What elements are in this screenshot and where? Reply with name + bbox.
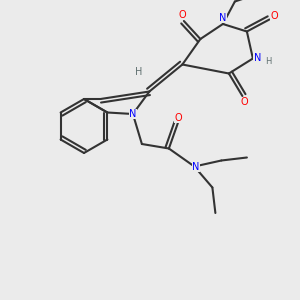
Text: O: O (270, 11, 278, 22)
Text: O: O (240, 97, 248, 107)
Text: N: N (129, 109, 137, 119)
Text: H: H (265, 57, 271, 66)
Text: H: H (135, 67, 142, 77)
Text: O: O (174, 112, 182, 123)
Text: O: O (178, 10, 186, 20)
Text: N: N (192, 161, 200, 172)
Text: N: N (219, 13, 226, 23)
Text: N: N (254, 53, 261, 64)
